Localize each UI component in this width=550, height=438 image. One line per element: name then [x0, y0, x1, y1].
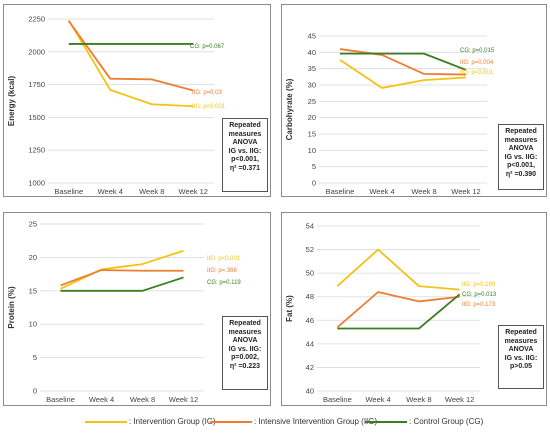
- p-value-annotation: IIG: p=0.03: [192, 90, 223, 96]
- y-tick-label: 25: [308, 97, 316, 106]
- p-value-annotation: CG: p=0.119: [207, 280, 241, 286]
- legend-item-cg: : Control Group (CG): [365, 417, 483, 426]
- series-line: [68, 20, 194, 92]
- anova-box: Repeated measures ANOVA IG vs. IIG: p>0.…: [498, 325, 544, 389]
- carbohydrate-chart-panel: 0 5 10 15 20 25 30 35 40 45 Baseline Week 4 Week 8 We…: [281, 4, 547, 197]
- y-tick-label: 1750: [28, 80, 45, 89]
- anova-box: Repeated measures ANOVA IG vs. IIG: p=0.…: [222, 316, 268, 390]
- p-value-annotation: IIG: p=.366: [207, 268, 238, 274]
- y-axis-label: Fat (%): [285, 295, 294, 322]
- p-value-annotation: CG: p=0.015: [460, 48, 495, 54]
- y-tick-label: 50: [306, 269, 314, 278]
- x-tick-label: Week 4: [365, 395, 390, 404]
- p-value-annotation: CG: p=0.013: [462, 292, 497, 298]
- p-value-annotation: CG: p=0.067: [190, 44, 225, 50]
- fat-chart-panel: 40 42 44 46 48 50 52 54 Baseline Week 4 Week 8 Week…: [281, 212, 547, 406]
- y-tick-label: 10: [29, 320, 37, 329]
- y-tick-label: 0: [312, 179, 316, 188]
- x-tick-label: Week 8: [139, 187, 164, 196]
- p-value-annotation: IIG: p<0.001: [207, 256, 241, 262]
- y-axis-label: Energy (kcal): [7, 76, 16, 127]
- anova-box: Repeated measures ANOVA IG vs. IIG: p<0.…: [222, 118, 268, 192]
- y-tick-label: 5: [33, 353, 37, 362]
- y-tick-label: 10: [308, 146, 316, 155]
- x-tick-label: Week 12: [169, 395, 198, 404]
- y-tick-label: 40: [308, 48, 316, 57]
- p-value-annotation: IIG: p<0.001: [192, 104, 226, 110]
- protein-chart-panel: 0 5 10 15 20 25 Baseline Week 4 Week 8 Week 12 Pro…: [3, 212, 271, 406]
- y-tick-label: 1000: [28, 179, 45, 188]
- fat-chart: 40 42 44 46 48 50 52 54 Baseline Week 4 Week 8 Week…: [285, 222, 497, 405]
- x-tick-label: Baseline: [326, 187, 355, 196]
- x-tick-label: Week 8: [406, 395, 431, 404]
- legend: : Intervention Group (IG) : Intensive In…: [0, 417, 550, 433]
- series-line: [337, 293, 461, 330]
- y-tick-label: 20: [29, 253, 37, 262]
- y-tick-label: 20: [308, 113, 316, 122]
- y-tick-label: 5: [312, 162, 316, 171]
- p-value-annotation: IIG: p=0.004: [460, 60, 494, 66]
- y-tick-label: 48: [306, 292, 314, 301]
- energy-chart: 1000 1250 1500 1750 2000 2250 Baseline Week 4 We…: [7, 15, 226, 197]
- y-tick-label: 0: [33, 387, 37, 396]
- y-tick-label: 40: [306, 387, 314, 396]
- anova-box: Repeated measures ANOVA IG vs. IIG: p<0.…: [498, 124, 544, 190]
- y-tick-label: 52: [306, 245, 314, 254]
- x-tick-label: Week 12: [179, 187, 208, 196]
- y-tick-label: 2000: [28, 47, 45, 56]
- x-tick-label: Baseline: [54, 187, 83, 196]
- y-tick-label: 2250: [28, 15, 45, 24]
- x-tick-label: Week 4: [98, 187, 123, 196]
- y-tick-label: 30: [308, 81, 316, 90]
- x-tick-label: Week 8: [411, 187, 436, 196]
- legend-swatch: [365, 420, 407, 423]
- legend-swatch: [85, 420, 127, 423]
- y-tick-label: 15: [308, 130, 316, 139]
- series-line: [339, 59, 467, 89]
- series-line: [60, 269, 184, 287]
- y-tick-label: 45: [308, 32, 316, 41]
- p-value-annotation: IIG: p<0.001: [460, 70, 494, 76]
- y-tick-label: 42: [306, 363, 314, 372]
- y-tick-label: 25: [29, 220, 37, 229]
- energy-chart-panel: 1000 1250 1500 1750 2000 2250 Baseline Week 4 We…: [3, 4, 271, 197]
- series-line: [60, 276, 184, 292]
- y-axis-label: Protein (%): [7, 286, 16, 329]
- x-tick-label: Week 8: [130, 395, 155, 404]
- y-tick-label: 46: [306, 316, 314, 325]
- protein-chart: 0 5 10 15 20 25 Baseline Week 4 Week 8 Week 12 Pro…: [7, 220, 241, 405]
- x-tick-label: Week 12: [445, 395, 474, 404]
- y-tick-label: 35: [308, 64, 316, 73]
- series-line: [340, 52, 467, 71]
- p-value-annotation: IIG: p=0.173: [462, 302, 496, 308]
- y-axis-label: Carbohyrate (%): [285, 78, 294, 140]
- x-tick-label: Week 12: [451, 187, 480, 196]
- carbohydrate-chart: 0 5 10 15 20 25 30 35 40 45 Baseline Week 4 Week 8 We…: [285, 32, 495, 197]
- series-line: [339, 48, 467, 76]
- series-line: [60, 249, 184, 290]
- x-tick-label: Week 4: [369, 187, 394, 196]
- x-tick-label: Baseline: [46, 395, 75, 404]
- y-tick-label: 1500: [28, 113, 45, 122]
- y-tick-label: 1250: [28, 146, 45, 155]
- y-tick-label: 44: [306, 339, 314, 348]
- series-line: [336, 248, 460, 291]
- y-tick-label: 54: [306, 222, 314, 231]
- p-value-annotation: IIG: p=0.199: [462, 282, 496, 288]
- x-tick-label: Week 4: [89, 395, 114, 404]
- legend-item-iig: : Intensive Intervention Group (IIG): [210, 417, 377, 426]
- series-line: [336, 291, 460, 329]
- series-line: [67, 19, 194, 108]
- x-tick-label: Baseline: [323, 395, 352, 404]
- legend-swatch: [210, 420, 252, 423]
- legend-item-ig: : Intervention Group (IG): [85, 417, 216, 426]
- y-tick-label: 15: [29, 286, 37, 295]
